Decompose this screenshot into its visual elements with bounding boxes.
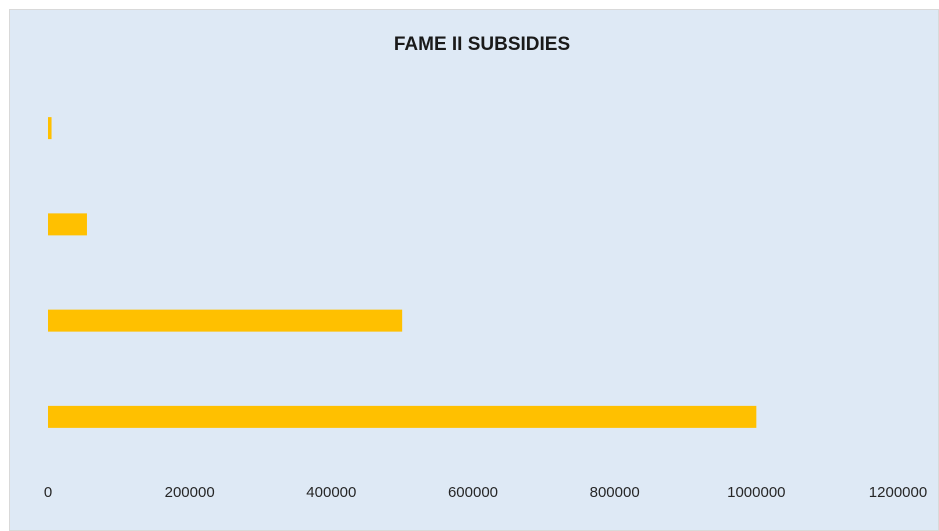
x-tick-label: 200000: [165, 484, 215, 501]
bars-group: [48, 117, 757, 428]
x-axis-tick-labels: 0 200000 400000 600000 800000 1000000 1200000: [44, 484, 927, 501]
x-tick-label: 1200000: [869, 484, 927, 501]
bar-3: [48, 213, 87, 236]
bar-2: [48, 309, 403, 332]
x-tick-label: 400000: [306, 484, 356, 501]
x-tick-label: 0: [44, 484, 52, 501]
chart-title: FAME II SUBSIDIES: [394, 34, 570, 55]
x-tick-label: 800000: [590, 484, 640, 501]
bar-4: [48, 117, 52, 140]
bar-1: [48, 405, 757, 428]
x-tick-label: 600000: [448, 484, 498, 501]
x-tick-label: 1000000: [727, 484, 785, 501]
chart-area: [9, 9, 939, 531]
